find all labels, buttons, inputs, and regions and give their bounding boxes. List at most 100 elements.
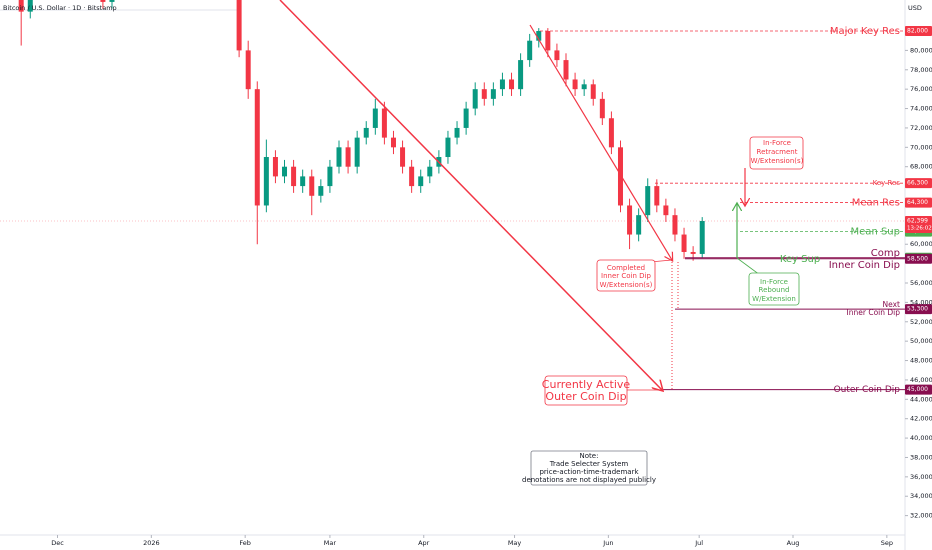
candle-body [236, 0, 242, 51]
currency-label: USD [908, 4, 922, 12]
y-tick-label: 32,000 [910, 512, 932, 520]
level-price-label: 66,300 [907, 180, 928, 187]
candle-body [409, 166, 415, 187]
callout-text: Retracment [757, 148, 798, 156]
level-name: Comp [871, 248, 900, 259]
current-price-label: 62,399 [907, 217, 928, 224]
y-tick-label: 74,000 [910, 105, 932, 113]
candle-body [245, 50, 251, 90]
level-name: Inner Coin Dip [829, 260, 900, 271]
candle-body [327, 166, 333, 187]
candle-body [318, 186, 324, 196]
level-name: Mean Res [852, 198, 900, 209]
level-price-box [905, 26, 932, 37]
y-tick-label: 42,000 [910, 415, 932, 423]
level-price-box [905, 253, 932, 264]
level-name: Outer Coin Dip [834, 385, 901, 395]
level-price-label: 53,300 [907, 306, 928, 313]
candle-body [18, 0, 24, 12]
callout-text: Currently Active [542, 378, 631, 391]
level-name: Inner Coin Dip [847, 308, 901, 317]
callout-text: Outer Coin Dip [545, 390, 626, 403]
level-name: Next [883, 300, 901, 309]
y-tick-label: 38,000 [910, 453, 932, 461]
candle-body [490, 89, 496, 99]
candle-body [445, 137, 451, 158]
candle-body [645, 186, 651, 216]
callout-text: In-Force [763, 139, 791, 147]
x-tick-label: Dec [51, 539, 64, 547]
candle-body [509, 79, 515, 90]
candle-body [617, 147, 623, 206]
y-tick-label: 60,000 [910, 240, 932, 248]
candle-body [372, 108, 378, 128]
current-price-box [905, 215, 932, 233]
y-tick-label: 76,000 [910, 85, 932, 93]
level-name: Mean Sup [851, 227, 900, 238]
candle-body [309, 176, 315, 196]
candle-body [518, 60, 524, 90]
candle-body [608, 118, 614, 148]
y-tick-label: 48,000 [910, 357, 932, 365]
level-price-box [905, 197, 932, 208]
note-text: denotations are not displayed publicly [522, 476, 656, 484]
y-tick-label: 52,000 [910, 318, 932, 326]
x-tick-label: Mar [324, 539, 337, 547]
trendline [279, 0, 662, 390]
y-tick-label: 54,000 [910, 298, 932, 306]
callout-box [544, 375, 628, 406]
callout-text: Rebound [759, 286, 790, 294]
candle-body [272, 157, 278, 177]
levels: Major Key Res 82,000 Key Res 66,300 Mean Res… [540, 26, 932, 395]
countdown-label: 13:26:02 [907, 225, 932, 231]
candle-body [109, 0, 115, 2]
x-tick-label: Sep [881, 539, 893, 547]
y-tick-label: 40,000 [910, 434, 932, 442]
y-tick-label: 36,000 [910, 473, 932, 481]
candle-body [381, 108, 387, 138]
y-tick-label: 46,000 [910, 376, 932, 384]
level-name: Major Key Res [830, 26, 900, 37]
note-text: Note: [580, 452, 599, 460]
candle-body [463, 108, 469, 128]
level-price-box [905, 304, 932, 315]
candle-body [536, 31, 542, 41]
candle-body [427, 166, 433, 177]
candle-body [291, 166, 297, 187]
candle-body [282, 166, 288, 177]
candle-body [100, 0, 106, 2]
y-tick-label: 68,000 [910, 163, 932, 171]
y-tick-label: 50,000 [910, 337, 932, 345]
x-tick-label: Aug [787, 539, 800, 547]
candle-body [300, 176, 306, 187]
candle-body [354, 137, 360, 167]
callout-text: W/Extension(s) [751, 157, 804, 165]
level-price-label: 58,500 [907, 255, 928, 262]
candle-body [390, 137, 396, 148]
candle-body [345, 147, 351, 167]
candle-body [563, 60, 569, 80]
candle-body [263, 157, 269, 206]
candle-body [454, 127, 460, 138]
level-name: Key Res [873, 179, 901, 187]
callout-text: Completed [607, 264, 645, 272]
level-price-label: 45,000 [907, 386, 928, 393]
callout-text: W/Extension [752, 295, 796, 303]
candle-body [627, 205, 633, 235]
candle-body [363, 127, 369, 138]
candle-body [581, 84, 587, 90]
candle-body [527, 40, 533, 61]
candle-body [599, 98, 605, 119]
level-price-label: 82,000 [907, 28, 928, 35]
x-tick-label: 2026 [143, 539, 160, 547]
callout-text: In-Force [760, 278, 788, 286]
candles [18, 0, 705, 261]
x-tick-label: May [508, 539, 522, 547]
candle-body [418, 176, 424, 187]
candle-body [481, 89, 487, 99]
candle-body [636, 215, 642, 235]
note-text: Trade Selecter System [549, 460, 629, 468]
candle-body [27, 0, 33, 12]
candle-body [699, 220, 705, 254]
